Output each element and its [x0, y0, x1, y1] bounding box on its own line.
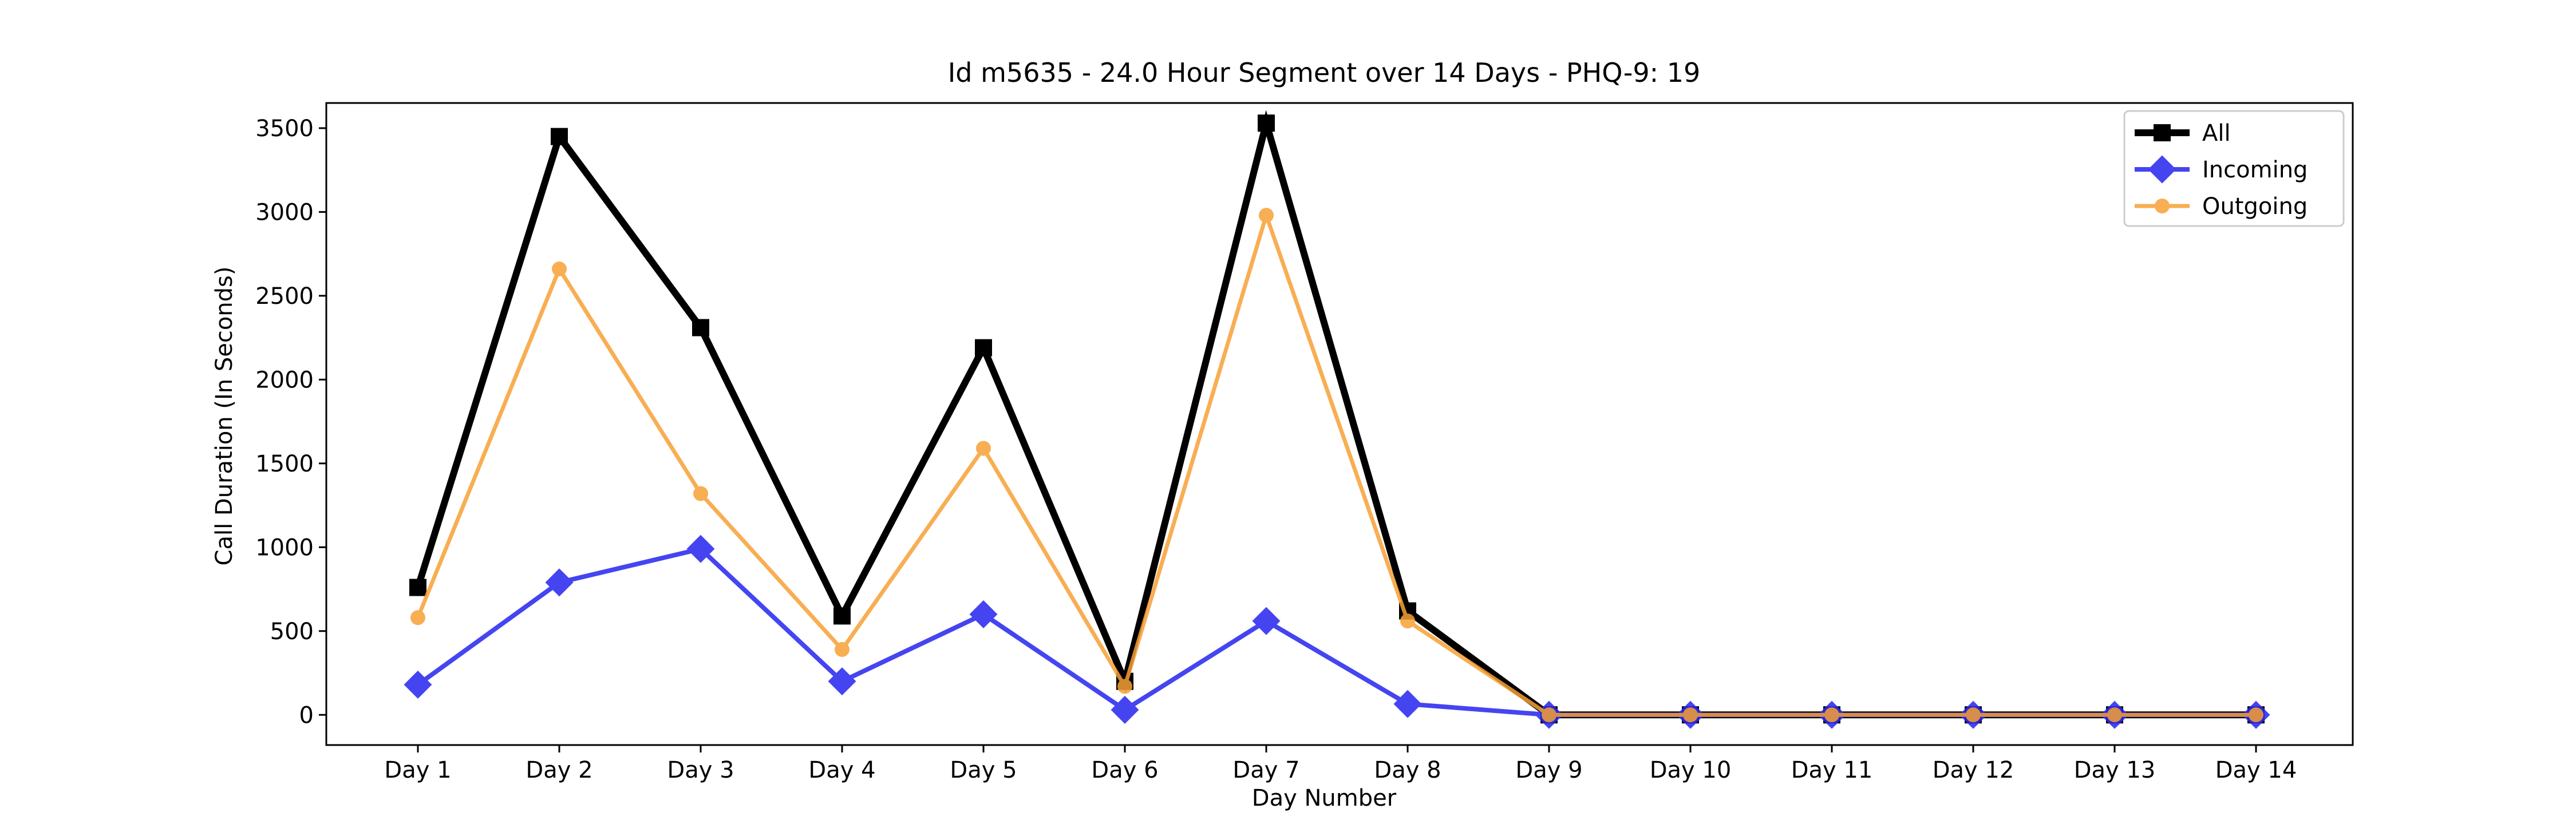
x-tick-label: Day 1	[384, 757, 451, 783]
data-point-outgoing	[835, 642, 850, 657]
data-point-outgoing	[1824, 707, 1839, 723]
x-tick-label: Day 9	[1515, 757, 1582, 783]
data-point-all	[1258, 114, 1275, 132]
series-line-outgoing	[416, 208, 2256, 717]
data-point-all	[833, 607, 851, 625]
legend-box	[2123, 110, 2345, 227]
data-point-outgoing	[1683, 707, 1698, 723]
x-axis-label: Day Number	[1252, 785, 1397, 811]
plot-frame	[325, 102, 2354, 746]
legend-entry-incoming	[2135, 155, 2190, 184]
y-tick-label: 1500	[255, 451, 314, 477]
x-tick-label: Day 5	[950, 757, 1017, 783]
data-point-incoming	[1393, 690, 1422, 718]
legend-entry-outgoing	[2135, 199, 2190, 213]
y-tick-label: 3500	[255, 116, 314, 142]
data-point-outgoing	[693, 486, 708, 501]
data-point-outgoing	[1259, 208, 1274, 223]
y-axis-label: Call Duration (In Seconds)	[211, 267, 238, 566]
x-tick-label: Day 3	[667, 757, 734, 783]
x-tick-label: Day 4	[808, 757, 875, 783]
x-tick-label: Day 12	[1933, 757, 2014, 783]
data-point-outgoing	[410, 610, 425, 625]
data-point-incoming	[1111, 696, 1139, 724]
data-point-incoming	[828, 667, 856, 696]
x-tick-label: Day 2	[526, 757, 592, 783]
y-tick-label: 2500	[255, 283, 314, 310]
legend-label-incoming: Incoming	[2202, 157, 2308, 183]
data-point-incoming	[1252, 607, 1281, 635]
x-tick-label: Day 11	[1791, 757, 1873, 783]
plot-area: 0 500 1000 1500 2000 2500 3000 3500 Day 1 Day 2 Da…	[255, 102, 2354, 783]
y-tick-label: 0	[299, 702, 314, 728]
data-point-outgoing	[1542, 707, 1556, 723]
data-point-outgoing	[1400, 613, 1415, 629]
chart-title: Id m5635 - 24.0 Hour Segment over 14 Day…	[948, 57, 1701, 88]
x-tick-label: Day 14	[2215, 757, 2297, 783]
data-point-incoming	[969, 600, 998, 628]
series-outgoing	[410, 208, 2263, 723]
data-point-outgoing	[1966, 707, 1981, 723]
data-point-outgoing	[976, 441, 991, 456]
data-point-all	[975, 339, 992, 356]
legend-marker-outgoing	[2155, 199, 2170, 213]
y-tick-label: 2000	[255, 367, 314, 393]
legend-marker-incoming	[2148, 155, 2176, 184]
data-point-all	[551, 128, 568, 145]
data-point-outgoing	[552, 262, 567, 277]
data-point-incoming	[404, 671, 432, 699]
data-point-outgoing	[1117, 679, 1132, 694]
x-tick-label: Day 6	[1091, 757, 1158, 783]
series-line-incoming	[416, 546, 2256, 718]
y-tick-label: 1000	[255, 534, 314, 561]
legend-entry-all	[2135, 124, 2190, 141]
legend-marker-all	[2154, 124, 2171, 141]
legend-label-all: All	[2202, 120, 2231, 146]
x-tick-label: Day 8	[1374, 757, 1441, 783]
data-point-incoming	[686, 534, 715, 563]
legend: All Incoming Outgoing	[2123, 110, 2345, 227]
x-tick-label: Day 13	[2074, 757, 2156, 783]
data-point-all	[409, 579, 426, 596]
x-tick-label: Day 10	[1650, 757, 1732, 783]
series-incoming	[404, 534, 2270, 729]
data-point-outgoing	[2249, 707, 2263, 723]
data-point-all	[692, 319, 709, 336]
legend-label-outgoing: Outgoing	[2202, 193, 2308, 220]
x-tick-label: Day 7	[1232, 757, 1299, 783]
data-point-incoming	[545, 568, 574, 597]
y-tick-label: 500	[270, 619, 314, 645]
y-tick-label: 3000	[255, 199, 314, 225]
data-point-outgoing	[2107, 707, 2122, 723]
